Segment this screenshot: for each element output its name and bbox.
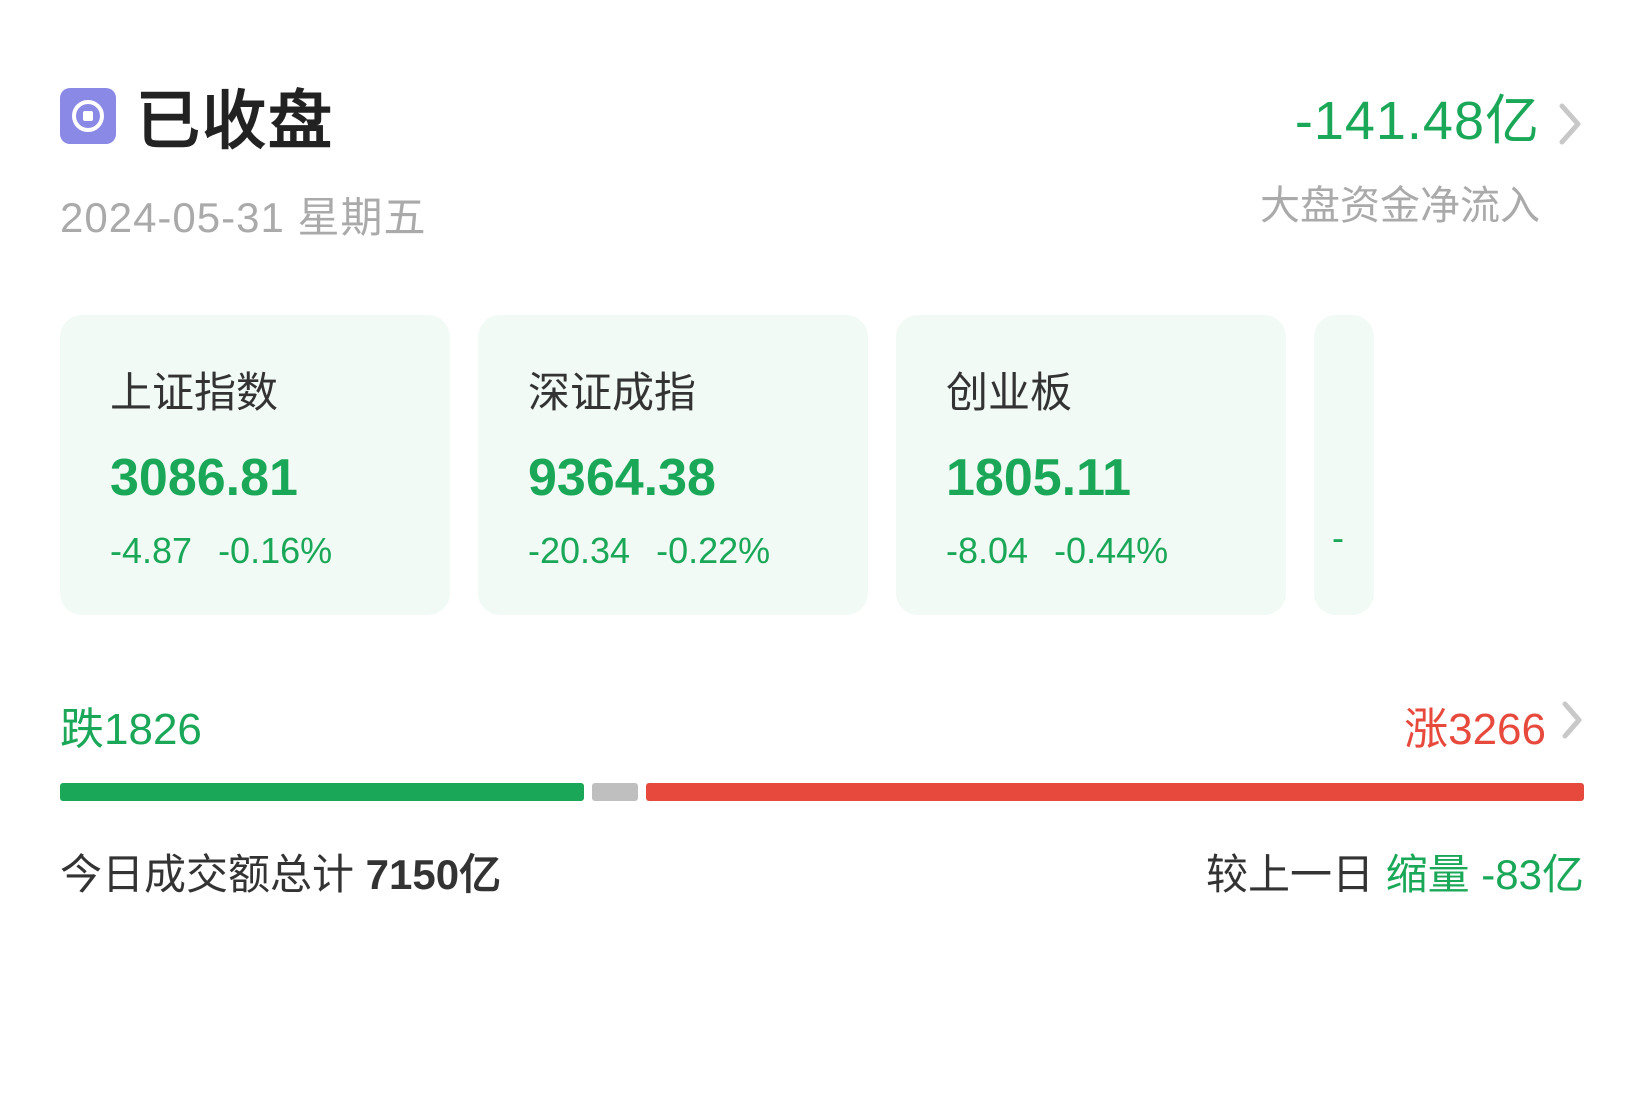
header: 已收盘 2024-05-31 星期五 -141.48亿 大盘资金净流入 [60,70,1584,245]
index-card[interactable]: 创业板 1805.11 -8.04 -0.44% [896,315,1286,615]
advance-decline-bar [60,783,1584,801]
market-summary-page: 已收盘 2024-05-31 星期五 -141.48亿 大盘资金净流入 上证指数… [0,0,1644,902]
index-change-pct: -0.22% [656,530,770,571]
header-right[interactable]: -141.48亿 大盘资金净流入 [1260,70,1584,231]
index-card[interactable]: 上证指数 3086.81 -4.87 -0.16% [60,315,450,615]
index-change-pct: -0.16% [218,530,332,571]
vs-prev-status: 缩量 [1386,851,1482,898]
decline-bar-segment [60,783,584,801]
index-change: -8.04 -0.44% [946,530,1276,572]
net-flow-value: -141.48亿 [1295,76,1540,155]
vs-prev-label: 较上一日 [1206,851,1386,898]
chevron-right-icon [1558,102,1584,151]
index-name: 创业板 [946,359,1276,420]
today-volume: 今日成交额总计 7150亿 [60,841,501,902]
volume-row: 今日成交额总计 7150亿 较上一日 缩量 -83亿 [60,841,1584,902]
index-change: - [1332,517,1374,559]
index-change-pct: -0.44% [1054,530,1168,571]
volume-vs-prev: 较上一日 缩量 -83亿 [1206,841,1584,902]
index-change-abs: -8.04 [946,530,1028,571]
index-value [1332,435,1374,495]
index-change: -4.87 -0.16% [110,530,440,572]
today-volume-value: 7150亿 [366,851,501,898]
advance-count-wrap[interactable]: 涨3266 [1404,693,1584,757]
index-name [1332,359,1374,407]
unchanged-bar-segment [592,783,638,801]
index-card-partial[interactable]: - [1314,315,1374,615]
index-change-abs: -4.87 [110,530,192,571]
market-status-text: 已收盘 [136,70,334,162]
chevron-right-icon [1562,700,1584,750]
advance-count-label: 涨3266 [1404,693,1546,757]
advance-decline-labels: 跌1826 涨3266 [60,693,1584,757]
market-status-icon [60,88,116,144]
advance-bar-segment [646,783,1584,801]
index-name: 上证指数 [110,359,440,420]
vs-prev-delta: -83亿 [1481,851,1584,898]
header-left: 已收盘 2024-05-31 星期五 [60,70,427,245]
advance-decline-section: 跌1826 涨3266 [60,693,1584,801]
index-value: 1805.11 [946,448,1276,508]
index-name: 深证成指 [528,359,858,420]
index-value: 9364.38 [528,448,858,508]
net-flow-label: 大盘资金净流入 [1260,173,1540,231]
market-status-row: 已收盘 [60,70,427,162]
today-volume-label: 今日成交额总计 [60,851,366,898]
index-card[interactable]: 深证成指 9364.38 -20.34 -0.22% [478,315,868,615]
net-flow-block: -141.48亿 大盘资金净流入 [1260,76,1540,231]
decline-count-label: 跌1826 [60,693,202,757]
index-change: -20.34 -0.22% [528,530,858,572]
index-cards-row[interactable]: 上证指数 3086.81 -4.87 -0.16% 深证成指 9364.38 -2… [60,315,1584,615]
market-date: 2024-05-31 星期五 [60,184,427,245]
index-change-abs: -20.34 [528,530,630,571]
index-value: 3086.81 [110,448,440,508]
